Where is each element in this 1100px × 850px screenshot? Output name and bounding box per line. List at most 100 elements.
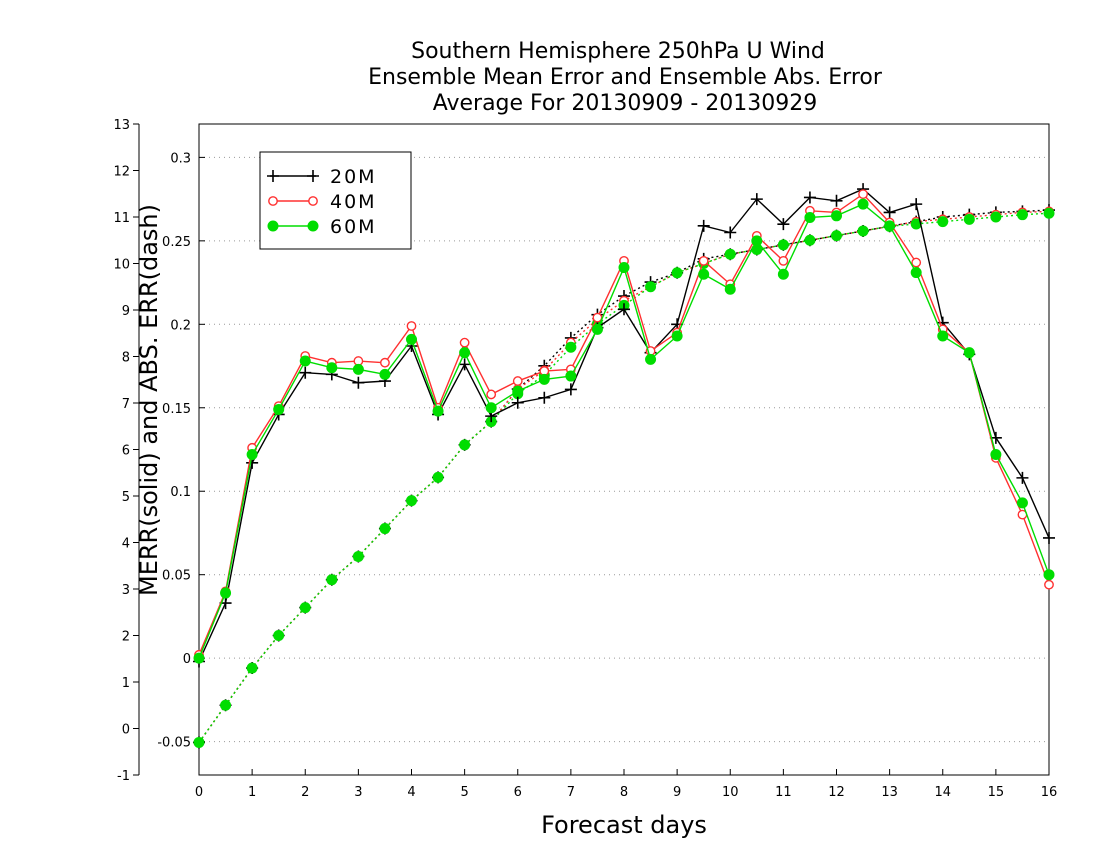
data-point [592, 312, 603, 323]
legend-marker [307, 220, 319, 232]
inner-axis-tick-label: 0.1 [170, 485, 191, 500]
chart-title-line-3: Average For 20130909 - 20130929 [433, 91, 818, 116]
series-20M-solid [193, 183, 1055, 668]
data-point [911, 257, 922, 268]
data-point [352, 363, 364, 375]
data-point [432, 471, 444, 483]
legend-label: 20M [330, 166, 377, 188]
inner-axis-tick-label: 0.2 [170, 318, 191, 333]
data-point [778, 255, 789, 266]
data-point [831, 210, 842, 222]
left-axis-tick-label: 0 [122, 723, 130, 738]
x-axis-label: Forecast days [541, 811, 707, 839]
legend-marker [307, 170, 319, 182]
legend-item-60M: 60M [267, 216, 377, 238]
data-point [645, 281, 657, 293]
data-point [857, 225, 869, 237]
series-layer [193, 183, 1055, 749]
x-axis-tick-label: 3 [354, 785, 362, 800]
legend-marker [308, 196, 318, 206]
data-point [671, 267, 683, 279]
data-point [273, 403, 285, 415]
data-point [565, 370, 577, 382]
data-point [777, 268, 789, 280]
data-point [751, 235, 763, 247]
data-point [724, 226, 737, 239]
data-point [698, 268, 710, 280]
data-point [512, 376, 523, 386]
left-axis-tick-label: 6 [122, 444, 130, 459]
data-point [1016, 471, 1029, 484]
data-point [883, 206, 896, 219]
x-axis-tick-label: 15 [988, 785, 1005, 800]
chart-title-line-1: Southern Hemisphere 250hPa U Wind [411, 39, 825, 64]
left-axis-tick-label: 3 [122, 583, 130, 598]
data-point [432, 405, 444, 417]
data-point [698, 255, 709, 266]
data-point [618, 303, 630, 316]
x-axis-tick-label: 10 [722, 785, 739, 800]
x-axis-tick-label: 9 [673, 785, 681, 800]
gridlines [199, 156, 1049, 743]
x-axis-tick-label: 2 [301, 785, 309, 800]
data-point [326, 574, 338, 586]
data-point [273, 630, 285, 641]
data-point [193, 736, 205, 748]
series-line [198, 212, 1050, 743]
data-point [963, 347, 975, 359]
inner-axis-tick-label: 0.25 [162, 235, 191, 250]
legend-marker [267, 170, 279, 182]
data-point [804, 211, 816, 223]
x-axis-tick-label: 14 [934, 785, 951, 800]
legend: 20M 40M 60M [259, 151, 412, 250]
data-point [220, 587, 232, 599]
data-point [990, 211, 1002, 223]
data-point [1016, 497, 1028, 509]
x-axis-tick-label: 7 [567, 785, 575, 800]
data-point [645, 353, 657, 365]
data-point [406, 495, 417, 507]
data-point [1016, 209, 1028, 221]
left-axis-tick-label: 11 [113, 211, 130, 226]
x-axis-tick-label: 8 [620, 785, 628, 800]
legend-item-20M: 20M [267, 166, 377, 188]
inner-axis-tick-label: 0 [183, 652, 191, 667]
inner-axis-tick-label: 0.3 [170, 151, 191, 166]
data-point [697, 219, 710, 232]
x-axis-tick-label: 1 [248, 785, 256, 800]
data-point [459, 347, 471, 359]
data-point [246, 449, 258, 461]
data-point [1043, 207, 1055, 219]
x-axis-tick-label: 6 [514, 785, 522, 800]
data-point [406, 321, 417, 331]
data-point [406, 333, 417, 345]
data-point [380, 357, 390, 368]
data-point [1043, 569, 1055, 581]
data-point [486, 389, 497, 400]
inner-axis-tick-label: -0.05 [157, 736, 191, 751]
data-point [220, 699, 232, 711]
left-axis-tick-label: 10 [113, 258, 130, 273]
left-axis-tick-label: 5 [122, 490, 130, 505]
data-point [564, 383, 577, 396]
data-point [884, 220, 896, 232]
data-point [538, 391, 551, 404]
left-axis-tick-label: 1 [122, 676, 130, 691]
data-point [591, 323, 603, 335]
x-axis-tick-label: 4 [407, 785, 415, 800]
data-point [538, 373, 550, 385]
data-point [246, 662, 258, 674]
data-point [459, 439, 471, 451]
data-point [937, 216, 949, 228]
legend-label: 60M [330, 216, 377, 238]
data-point [803, 191, 816, 204]
left-axis-tick-label: 9 [122, 304, 130, 319]
data-point [724, 283, 736, 295]
y-axis-label: MERR(solid) and ABS. ERR(dash) [135, 204, 163, 596]
data-point [379, 368, 391, 380]
data-point [857, 198, 869, 210]
left-axis-tick-label: 8 [122, 351, 130, 366]
data-point [485, 402, 497, 414]
